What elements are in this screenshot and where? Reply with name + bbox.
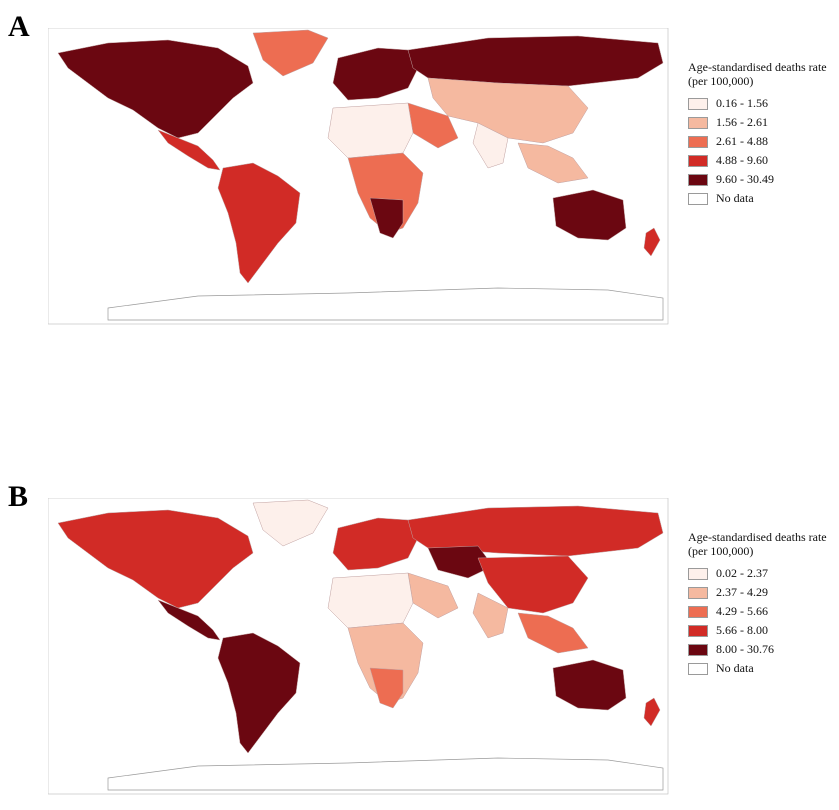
region-south-asia — [472, 122, 509, 169]
world-map — [48, 28, 669, 325]
region-russia — [407, 35, 664, 87]
legend-item: No data — [688, 659, 833, 678]
region-subsaharan-africa — [347, 152, 424, 234]
legend-item: 0.02 - 2.37 — [688, 564, 833, 583]
region-middle-east — [407, 572, 459, 619]
legend-item: 5.66 - 8.00 — [688, 621, 833, 640]
region-greenland — [252, 29, 329, 77]
region-central-asia — [427, 545, 494, 579]
legend-item: 9.60 - 30.49 — [688, 170, 833, 189]
legend-swatch — [688, 154, 708, 167]
region-southern-africa — [369, 667, 404, 709]
region-southeast-asia — [517, 142, 589, 184]
region-russia — [407, 505, 664, 557]
legend-label: 2.61 - 4.88 — [716, 134, 768, 148]
region-asia — [477, 555, 589, 614]
legend: Age-standardised deaths rate (per 100,00… — [688, 60, 833, 208]
legend-label: 1.56 - 2.61 — [716, 115, 768, 129]
region-antarctica — [107, 757, 664, 791]
region-central-america — [157, 129, 221, 171]
legend-swatch — [688, 624, 708, 637]
legend-item: 2.37 - 4.29 — [688, 583, 833, 602]
region-south-america — [217, 162, 301, 284]
region-antarctica — [107, 287, 664, 321]
legend-label: No data — [716, 191, 754, 205]
legend-title: Age-standardised deaths rate (per 100,00… — [688, 530, 827, 558]
region-north-africa — [327, 572, 414, 629]
panel-label: A — [8, 10, 30, 43]
region-south-america — [217, 632, 301, 754]
legend-swatch — [688, 192, 708, 205]
region-central-america — [157, 599, 221, 641]
legend-label: 8.00 - 30.76 — [716, 642, 774, 656]
region-new-zealand — [643, 697, 661, 727]
region-north-america — [57, 509, 254, 609]
legend-label: 0.16 - 1.56 — [716, 96, 768, 110]
region-southern-africa — [369, 197, 404, 239]
legend-swatch — [688, 643, 708, 656]
legend: Age-standardised deaths rate (per 100,00… — [688, 530, 833, 678]
region-greenland — [252, 499, 329, 547]
legend-title: Age-standardised deaths rate (per 100,00… — [688, 60, 827, 88]
legend-item: No data — [688, 189, 833, 208]
legend-label: No data — [716, 661, 754, 675]
legend-item: 4.29 - 5.66 — [688, 602, 833, 621]
region-australia — [552, 659, 627, 711]
region-asia — [427, 77, 589, 144]
legend-item: 1.56 - 2.61 — [688, 113, 833, 132]
legend-label: 0.02 - 2.37 — [716, 566, 768, 580]
map-panel-b: B Age-standardised deaths rate (per 100,… — [0, 470, 839, 810]
legend-swatch — [688, 662, 708, 675]
legend-item: 8.00 - 30.76 — [688, 640, 833, 659]
region-southeast-asia — [517, 612, 589, 654]
region-north-africa — [327, 102, 414, 159]
legend-item: 4.88 - 9.60 — [688, 151, 833, 170]
panel-label: B — [8, 480, 29, 513]
legend-swatch — [688, 116, 708, 129]
region-subsaharan-africa — [347, 622, 424, 704]
region-australia — [552, 189, 627, 241]
region-south-asia — [472, 592, 509, 639]
legend-swatch — [688, 567, 708, 580]
legend-swatch — [688, 173, 708, 186]
legend-label: 4.29 - 5.66 — [716, 604, 768, 618]
legend-label: 5.66 - 8.00 — [716, 623, 768, 637]
world-map — [48, 498, 669, 795]
region-europe — [332, 47, 419, 101]
legend-swatch — [688, 586, 708, 599]
region-north-america — [57, 39, 254, 139]
region-europe — [332, 517, 419, 571]
legend-label: 2.37 - 4.29 — [716, 585, 768, 599]
legend-swatch — [688, 97, 708, 110]
legend-item: 0.16 - 1.56 — [688, 94, 833, 113]
legend-swatch — [688, 135, 708, 148]
map-panel-a: A Age-standardised dea — [0, 0, 839, 340]
legend-item: 2.61 - 4.88 — [688, 132, 833, 151]
legend-label: 4.88 - 9.60 — [716, 153, 768, 167]
legend-label: 9.60 - 30.49 — [716, 172, 774, 186]
region-new-zealand — [643, 227, 661, 257]
legend-swatch — [688, 605, 708, 618]
